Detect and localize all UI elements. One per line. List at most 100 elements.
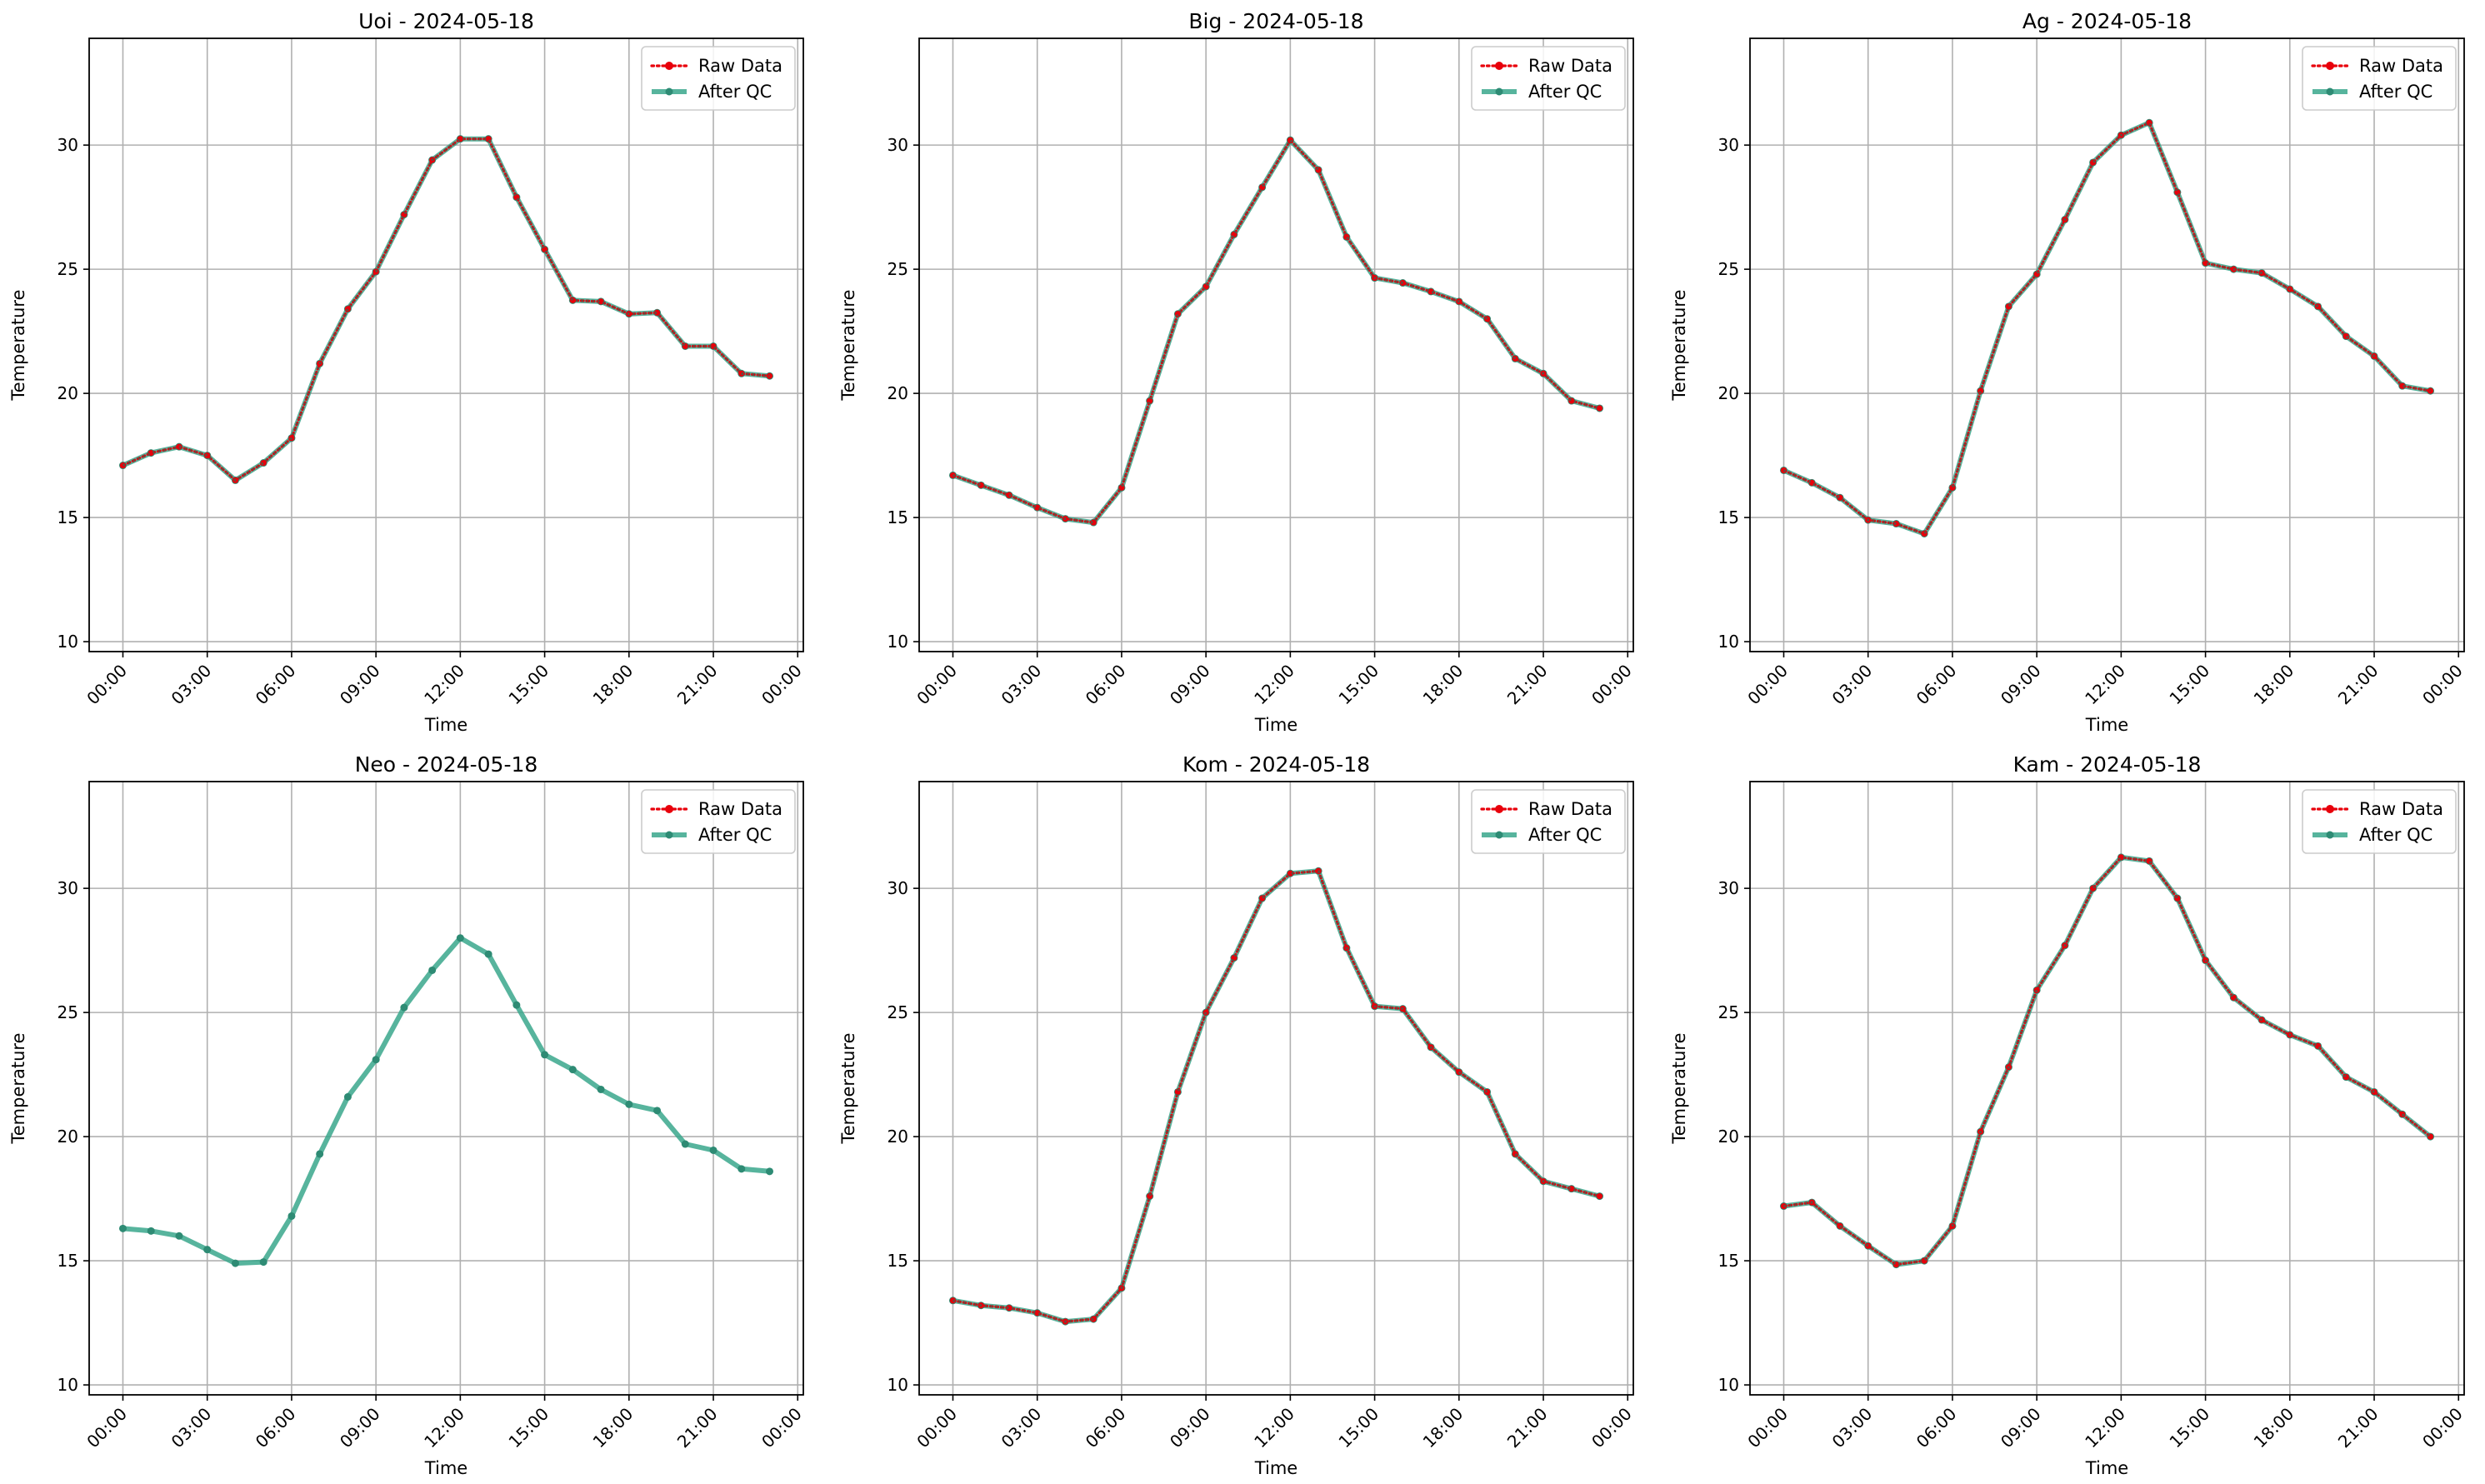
legend-marker [665,62,673,70]
data-point [766,372,773,379]
x-tick-label: 00:00 [82,1404,131,1452]
plot-frame [918,781,1634,1396]
legend-label: After QC [1528,825,1602,845]
x-tick-label: 18:00 [589,1404,638,1452]
x-tick-label: 06:00 [1912,661,1961,709]
y-axis-label: Temperature [8,1032,28,1144]
series-line-raw-data [951,137,1602,524]
subplot: 10 15 20 25 30 00:00 03:00 06:00 09:00 12:00 15:00… [8,752,806,1478]
data-point [1780,1202,1788,1210]
series-line-after-qc [1781,854,2433,1267]
data-point [118,1224,127,1232]
x-tick-label: 18:00 [2250,661,2298,709]
legend-marker [1495,87,1503,96]
series-line-after-qc [950,868,1602,1325]
x-tick-label: 00:00 [912,1404,961,1452]
legend: Raw Data After QC [1471,789,1626,854]
x-tick-label: 09:00 [336,661,384,709]
data-point [1596,405,1603,412]
x-tick-label: 03:00 [998,1404,1046,1452]
y-tick-label: 30 [58,135,78,155]
data-point [400,1003,408,1012]
y-tick-label: 10 [58,632,78,652]
data-point [147,1227,155,1235]
series-overlap-line [1782,121,2431,536]
x-tick-label: 03:00 [998,661,1046,709]
y-axis-label: Temperature [838,289,858,401]
x-tick-label: 00:00 [2418,661,2467,709]
x-tick-label: 21:00 [1503,661,1552,709]
legend: Raw Data After QC [1471,46,1626,111]
x-tick-label: 00:00 [1588,661,1636,709]
y-tick-label: 25 [1718,259,1739,279]
data-point [709,1146,718,1154]
x-axis-label: Time [424,1458,468,1478]
y-tick-label: 30 [58,878,78,898]
subplot-title: Kom - 2024-05-18 [1182,752,1370,777]
y-tick-label: 10 [1718,632,1739,652]
x-tick-label: 18:00 [2250,1404,2298,1452]
y-tick-label: 15 [58,507,78,527]
legend-marker [2326,805,2334,813]
legend-marker [665,87,673,96]
plot-frame [88,781,804,1396]
x-tick-label: 15:00 [504,661,552,709]
data-point [456,934,464,942]
y-tick-label: 10 [1718,1375,1739,1395]
legend-label: Raw Data [1528,799,1612,819]
data-point [598,298,604,305]
data-point [766,1167,774,1176]
x-tick-label: 06:00 [1082,1404,1130,1452]
plot-frame [1749,781,2465,1396]
x-tick-label: 15:00 [2165,661,2213,709]
x-tick-label: 00:00 [2418,1404,2467,1452]
y-tick-label: 15 [888,507,908,527]
data-point [1483,1088,1491,1096]
y-tick-label: 30 [888,878,908,898]
series-line-after-qc [120,935,772,1267]
x-tick-label: 06:00 [252,661,300,709]
x-tick-label: 00:00 [1588,1404,1636,1452]
series-overlap-line [122,137,770,482]
y-axis-label: Temperature [1669,289,1689,401]
legend: Raw Data After QC [2302,46,2457,111]
y-axis-label: Temperature [838,1032,858,1144]
x-tick-label: 03:00 [1828,661,1877,709]
data-point [343,1092,352,1101]
data-point [2427,387,2434,394]
y-tick-label: 15 [1718,507,1739,527]
legend-label: After QC [698,82,772,102]
data-point [203,1246,212,1254]
data-point [484,950,492,958]
legend-marker [665,831,673,839]
data-point [288,1212,296,1220]
y-tick-label: 25 [58,1002,78,1022]
x-tick-label: 18:00 [1419,661,1468,709]
x-tick-label: 06:00 [252,1404,300,1452]
x-tick-label: 18:00 [589,661,638,709]
x-axis-label: Time [2085,715,2128,735]
series-overlap-line [952,137,1600,524]
data-point [1568,397,1575,404]
legend-marker [2326,831,2334,839]
y-axis-label: Temperature [1669,1032,1689,1144]
data-point [2090,159,2097,166]
x-tick-label: 00:00 [758,1404,806,1452]
x-tick-label: 00:00 [82,661,131,709]
x-tick-label: 03:00 [168,1404,216,1452]
data-point [1287,870,1293,877]
legend: Raw Data After QC [641,46,796,111]
y-tick-label: 10 [58,1375,78,1395]
x-tick-label: 09:00 [1997,661,2045,709]
x-tick-label: 00:00 [758,661,806,709]
subplot-title: Uoi - 2024-05-18 [358,9,534,33]
x-tick-label: 21:00 [2334,661,2382,709]
data-point [738,1165,746,1173]
subplot-title: Neo - 2024-05-18 [355,752,538,777]
legend-marker [1495,805,1503,813]
x-axis-label: Time [1254,1458,1298,1478]
series-line-after-qc [950,137,1602,526]
y-tick-label: 10 [888,1375,908,1395]
subplot-title: Big - 2024-05-18 [1188,9,1363,33]
